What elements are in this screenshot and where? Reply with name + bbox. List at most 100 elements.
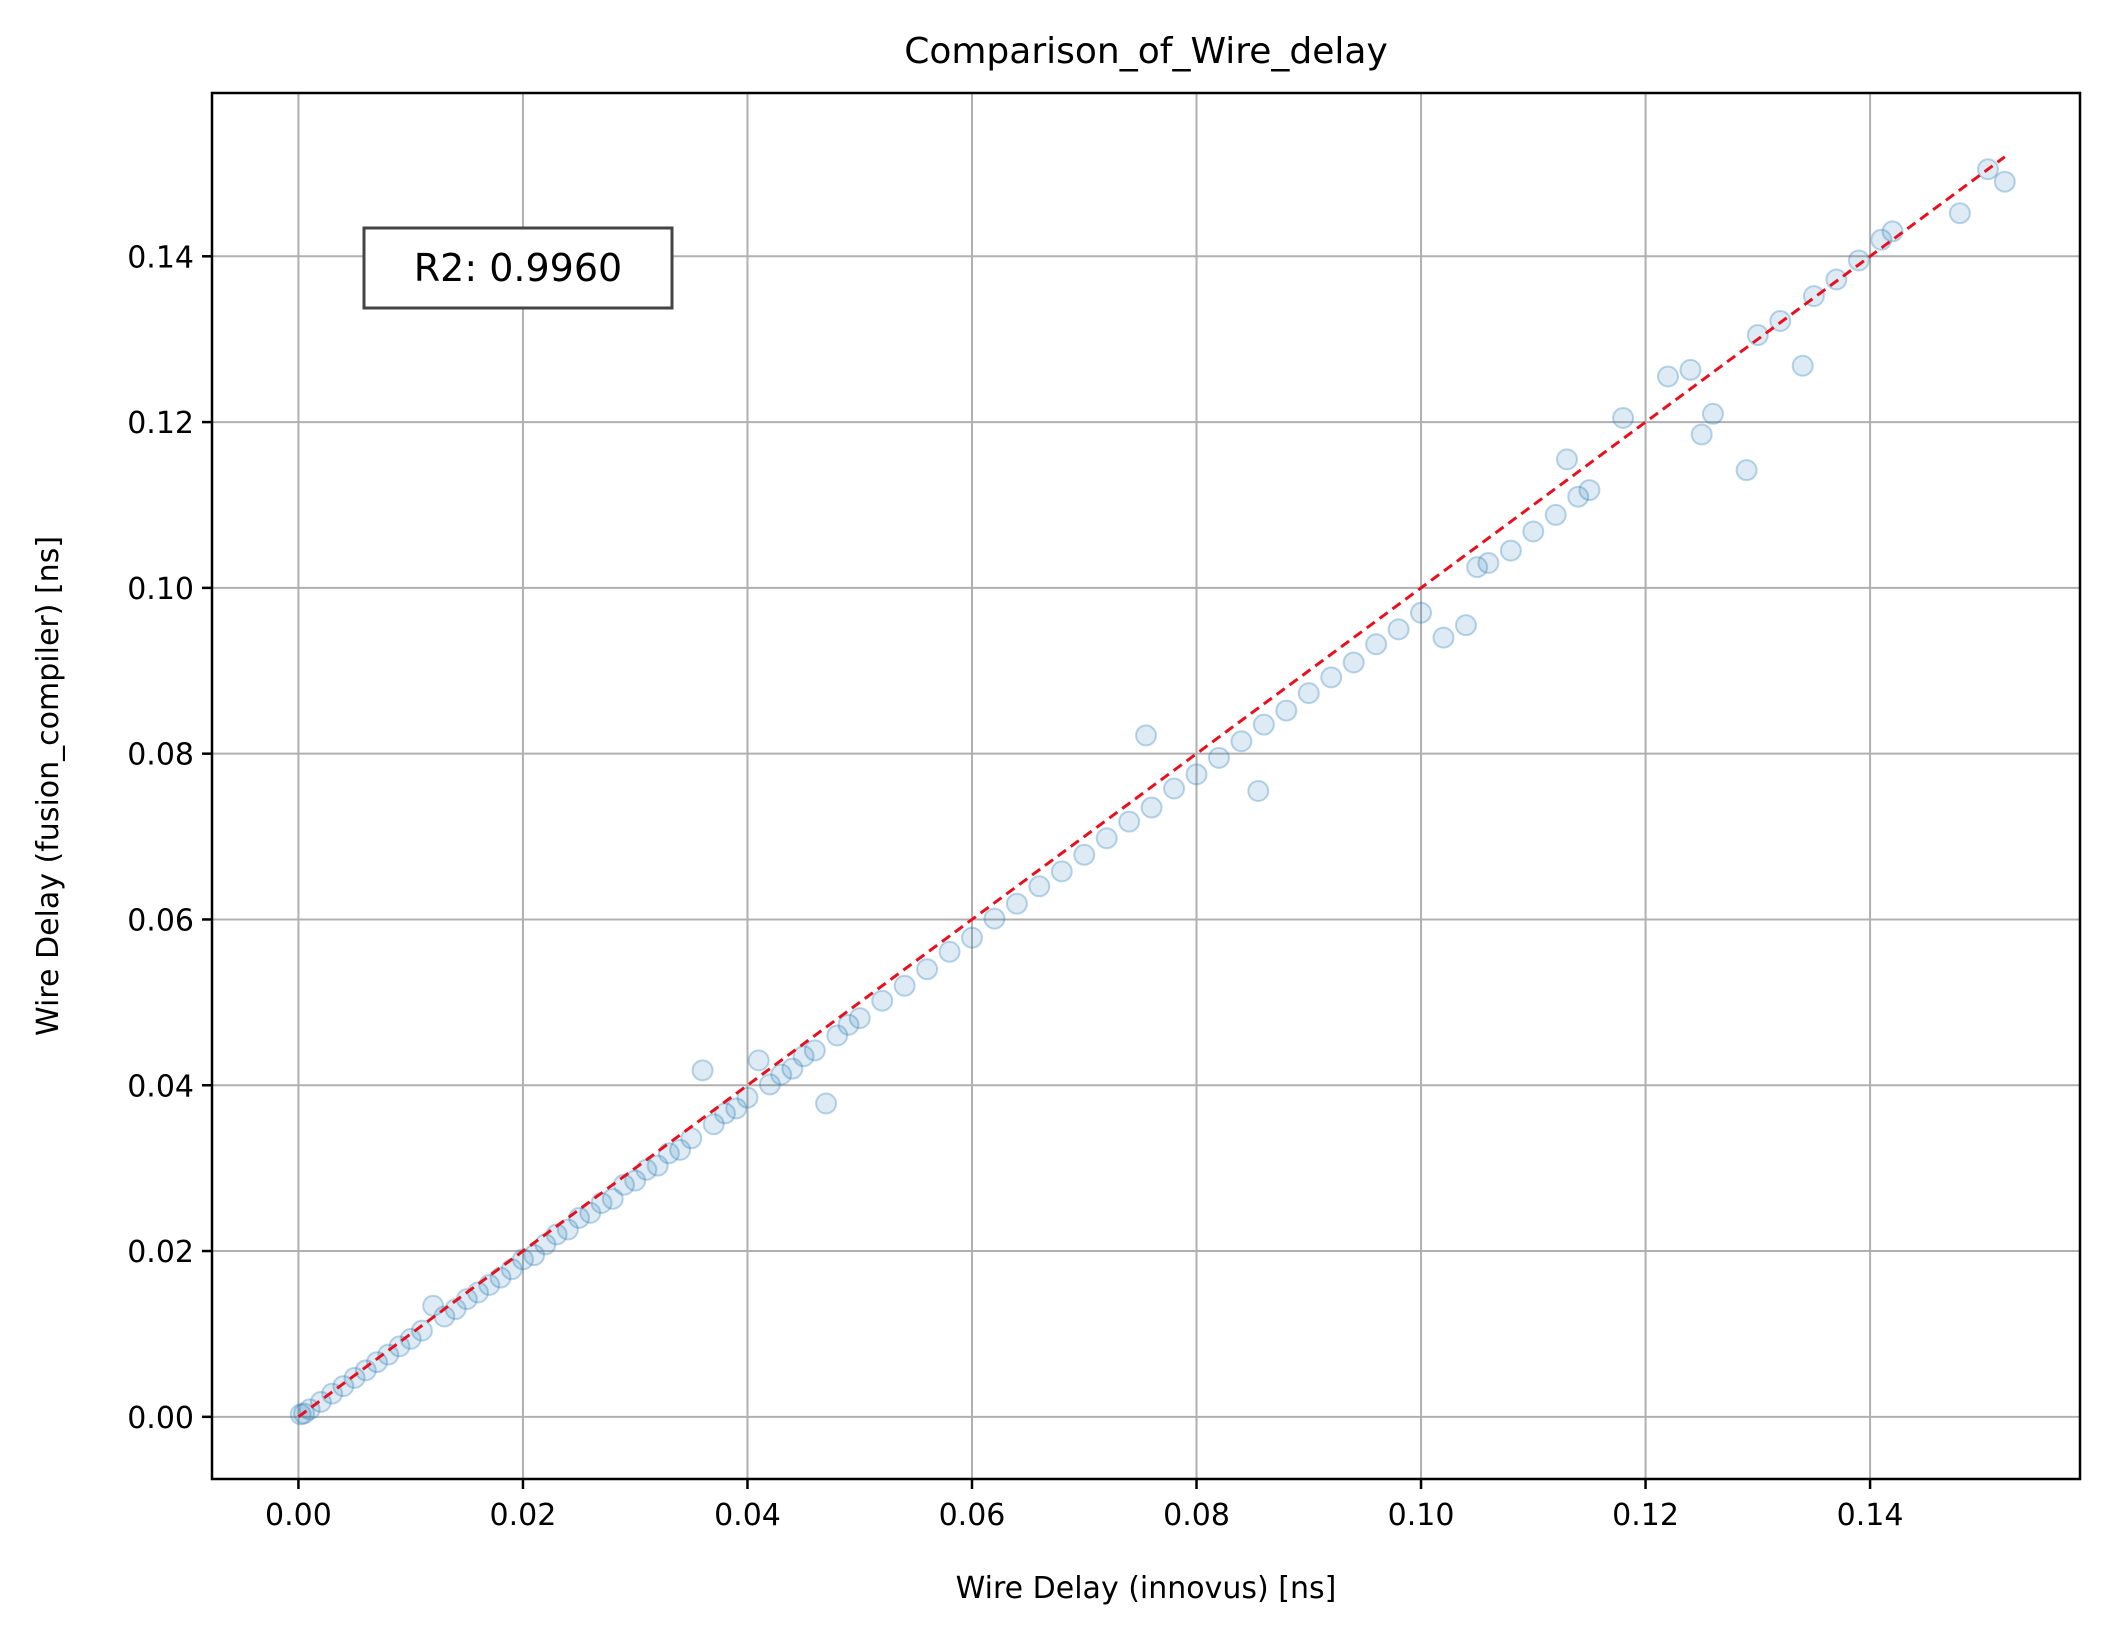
data-point xyxy=(1993,170,2016,193)
data-point xyxy=(556,1218,579,1241)
data-point xyxy=(1095,827,1118,850)
data-point xyxy=(1432,626,1455,649)
data-point xyxy=(1247,779,1270,802)
data-point xyxy=(1657,365,1680,388)
data-point xyxy=(1005,892,1028,915)
plot-frame xyxy=(210,91,2082,1481)
r2-annotation: R2: 0.9960 xyxy=(362,226,674,310)
reference-line xyxy=(297,155,2006,1419)
data-point xyxy=(1230,730,1253,753)
x-tick-label: 0.00 xyxy=(265,1498,332,1533)
data-point xyxy=(1135,724,1157,747)
data-point xyxy=(792,1045,815,1068)
data-point xyxy=(1320,666,1343,689)
data-point xyxy=(377,1343,400,1366)
data-point xyxy=(1365,633,1388,656)
data-point xyxy=(1163,777,1186,800)
data-point xyxy=(1118,810,1141,833)
y-tick-label: 0.08 xyxy=(127,738,194,773)
r2-box xyxy=(362,226,674,310)
r2-label: R2: 0.9960 xyxy=(414,246,622,290)
data-point xyxy=(354,1359,377,1382)
data-point xyxy=(388,1335,411,1358)
y-tick-label: 0.14 xyxy=(127,240,194,275)
data-point xyxy=(1567,485,1590,508)
data-point xyxy=(1690,423,1713,446)
x-tick-label: 0.02 xyxy=(490,1498,557,1533)
data-point xyxy=(646,1154,669,1177)
x-axis-label: Wire Delay (innovus) [ns] xyxy=(956,1571,1337,1606)
data-point xyxy=(624,1169,647,1192)
data-point xyxy=(1746,324,1769,347)
data-point xyxy=(1252,713,1275,736)
data-point xyxy=(1387,618,1410,641)
data-point xyxy=(523,1244,546,1267)
data-point xyxy=(1612,406,1635,429)
data-point xyxy=(893,974,916,997)
data-point xyxy=(826,1024,849,1047)
data-point xyxy=(366,1351,389,1374)
data-point xyxy=(815,1092,838,1115)
data-point xyxy=(691,1059,714,1082)
data-point xyxy=(399,1327,422,1350)
y-axis-ticks: 0.00 0.02 0.04 0.06 0.08 0.10 0.12 0.14 xyxy=(127,240,212,1436)
data-point xyxy=(960,926,983,949)
data-point xyxy=(1701,402,1724,425)
data-point xyxy=(1948,202,1971,225)
data-point xyxy=(1410,601,1433,624)
data-point xyxy=(736,1086,759,1109)
data-point xyxy=(770,1063,793,1086)
chart-title: Comparison_of_Wire_delay xyxy=(904,31,1388,72)
grid-lines xyxy=(212,93,2080,1479)
data-point xyxy=(725,1097,748,1120)
data-point xyxy=(1477,552,1500,575)
data-point xyxy=(1275,699,1298,722)
y-tick-label: 0.02 xyxy=(127,1235,194,1270)
x-tick-label: 0.10 xyxy=(1388,1498,1455,1533)
data-point xyxy=(702,1113,725,1136)
data-point xyxy=(343,1366,366,1389)
data-point xyxy=(1454,614,1477,637)
data-point xyxy=(410,1319,433,1342)
x-tick-label: 0.06 xyxy=(939,1498,1006,1533)
data-point xyxy=(1499,539,1522,562)
data-point xyxy=(332,1375,355,1398)
y-tick-label: 0.06 xyxy=(127,903,194,938)
y-tick-label: 0.10 xyxy=(127,572,194,607)
data-point xyxy=(983,907,1006,930)
data-point xyxy=(871,989,894,1012)
data-point xyxy=(1073,843,1096,866)
data-point xyxy=(669,1138,692,1161)
data-point xyxy=(601,1187,624,1210)
data-point xyxy=(1522,520,1545,543)
data-point xyxy=(1207,746,1230,769)
x-tick-label: 0.12 xyxy=(1612,1498,1679,1533)
data-point xyxy=(1297,682,1320,705)
data-point xyxy=(1544,503,1567,526)
data-point xyxy=(1735,459,1758,482)
y-tick-label: 0.04 xyxy=(127,1069,194,1104)
data-point xyxy=(758,1073,781,1096)
data-point xyxy=(1791,354,1814,377)
data-point xyxy=(848,1007,871,1030)
data-point xyxy=(1578,479,1601,502)
data-point xyxy=(803,1039,826,1062)
data-point xyxy=(1679,358,1702,381)
data-point xyxy=(1881,220,1904,243)
y-tick-label: 0.12 xyxy=(127,406,194,441)
y-tick-label: 0.00 xyxy=(127,1401,194,1436)
data-point xyxy=(1140,796,1163,819)
x-tick-label: 0.08 xyxy=(1163,1498,1230,1533)
data-point xyxy=(938,940,961,963)
data-point xyxy=(1050,860,1073,883)
data-point xyxy=(1466,556,1489,579)
data-point xyxy=(837,1013,860,1036)
data-point xyxy=(781,1057,804,1080)
data-point xyxy=(1555,448,1578,471)
data-point xyxy=(1185,763,1208,786)
x-tick-label: 0.04 xyxy=(714,1498,781,1533)
data-point xyxy=(747,1049,770,1072)
x-tick-label: 0.14 xyxy=(1837,1498,1904,1533)
x-axis-ticks: 0.00 0.02 0.04 0.06 0.08 0.10 0.12 0.14 xyxy=(265,1479,1903,1533)
